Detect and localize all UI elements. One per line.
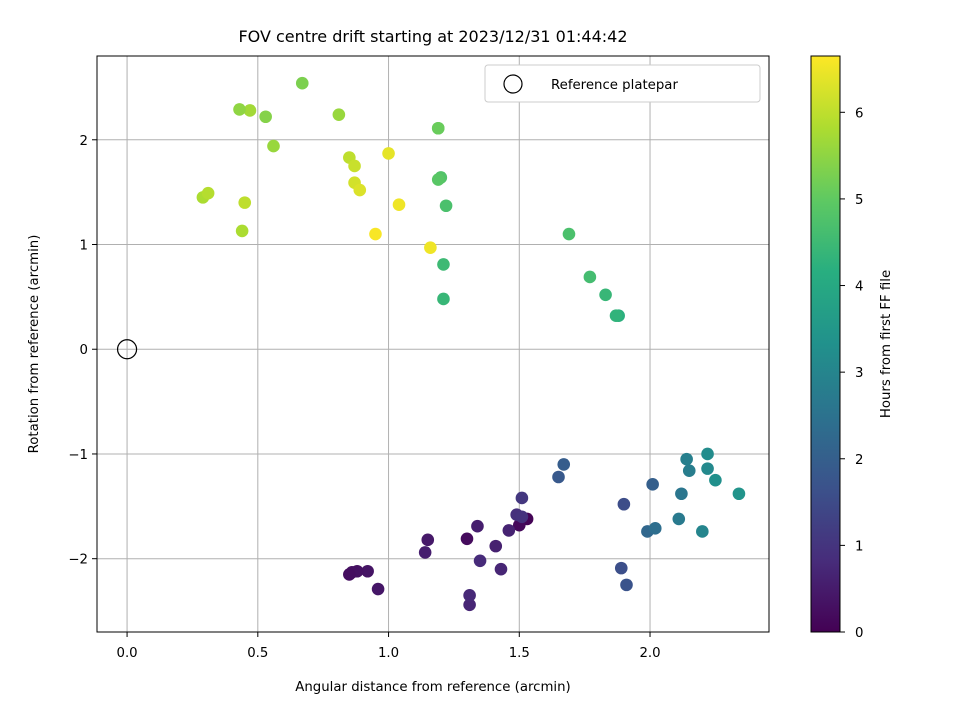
colorbar-label: Hours from first FF file	[879, 270, 894, 418]
data-point	[392, 198, 406, 212]
data-point	[583, 270, 597, 284]
colorbar-tick-label: 1	[855, 539, 863, 554]
colorbar-tick-label: 4	[855, 280, 863, 295]
legend-marker-reference	[503, 74, 523, 94]
data-point	[515, 491, 529, 505]
data-point	[369, 227, 382, 241]
y-axis-ticks: −2 −1 0 1 2	[68, 134, 97, 568]
data-point	[675, 487, 688, 501]
data-point	[562, 227, 576, 241]
data-point	[473, 554, 487, 568]
x-tick-label: 1.0	[378, 646, 399, 661]
data-point	[494, 562, 508, 576]
data-point	[348, 159, 361, 173]
data-point	[201, 186, 215, 200]
data-point	[502, 524, 516, 537]
data-point	[672, 512, 686, 526]
data-point	[353, 183, 367, 197]
data-point	[361, 564, 374, 578]
data-point	[238, 196, 252, 209]
data-point	[646, 478, 659, 491]
data-point	[515, 510, 529, 524]
x-tick-label: 0.0	[116, 646, 137, 661]
data-points	[196, 76, 746, 612]
data-point	[431, 121, 445, 135]
data-point	[463, 589, 476, 602]
data-point	[696, 525, 709, 538]
data-point	[609, 309, 623, 323]
data-point	[682, 464, 696, 478]
colorbar-tick-label: 5	[855, 193, 863, 208]
colorbar-tick-label: 2	[855, 453, 863, 468]
data-point	[552, 470, 565, 484]
data-point	[235, 224, 249, 238]
reference-point-layer	[116, 339, 138, 360]
data-point	[648, 522, 662, 535]
data-point	[614, 561, 628, 575]
y-axis-label: Rotation from reference (arcmin)	[27, 235, 42, 454]
data-point	[431, 173, 445, 186]
x-axis-label: Angular distance from reference (arcmin)	[295, 680, 570, 695]
y-tick-label: 1	[80, 239, 88, 254]
data-point	[243, 104, 257, 117]
x-tick-label: 1.5	[509, 646, 530, 661]
data-point	[382, 147, 395, 160]
colorbar-tick-label: 3	[855, 366, 863, 381]
data-point	[437, 258, 450, 271]
reference-point	[116, 339, 138, 360]
data-point	[418, 546, 432, 559]
data-point	[599, 288, 612, 302]
data-point	[371, 582, 385, 596]
grid-lines	[97, 56, 769, 632]
data-point	[295, 76, 309, 90]
data-point	[489, 539, 503, 553]
x-tick-label: 2.0	[639, 646, 660, 661]
data-point	[680, 452, 693, 466]
data-point	[259, 110, 272, 124]
y-tick-label: −1	[68, 448, 88, 463]
colorbar-tick-label: 0	[855, 626, 863, 641]
x-tick-label: 0.5	[247, 646, 268, 661]
y-tick-label: −2	[68, 553, 88, 568]
colorbar	[810, 55, 841, 633]
data-point	[471, 519, 484, 533]
data-point	[557, 458, 571, 471]
y-tick-label: 0	[80, 343, 88, 358]
data-point	[460, 532, 474, 546]
data-point	[437, 292, 450, 306]
data-point	[701, 447, 714, 461]
data-point	[732, 487, 746, 501]
data-point	[617, 497, 631, 511]
y-tick-label: 2	[80, 134, 88, 149]
colorbar-tick-label: 6	[855, 106, 863, 121]
data-point	[332, 108, 346, 121]
data-point	[439, 199, 453, 213]
data-point	[620, 578, 633, 592]
data-point	[233, 103, 246, 116]
data-point	[343, 568, 356, 581]
data-point	[267, 139, 280, 153]
data-point	[421, 533, 435, 547]
x-axis-ticks: 0.0 0.5 1.0 1.5 2.0	[116, 632, 661, 661]
legend-label-reference: Reference platepar	[551, 78, 678, 93]
data-point	[701, 462, 714, 475]
chart-title: FOV centre drift starting at 2023/12/31 …	[238, 27, 627, 46]
data-point	[463, 598, 476, 612]
plot-frame	[96, 55, 770, 633]
legend-box	[484, 64, 761, 103]
data-point	[709, 473, 722, 487]
data-point	[424, 241, 437, 254]
legend: Reference platepar	[484, 64, 761, 103]
colorbar-ticks: 0 1 2 3 4 5 6	[840, 106, 863, 641]
